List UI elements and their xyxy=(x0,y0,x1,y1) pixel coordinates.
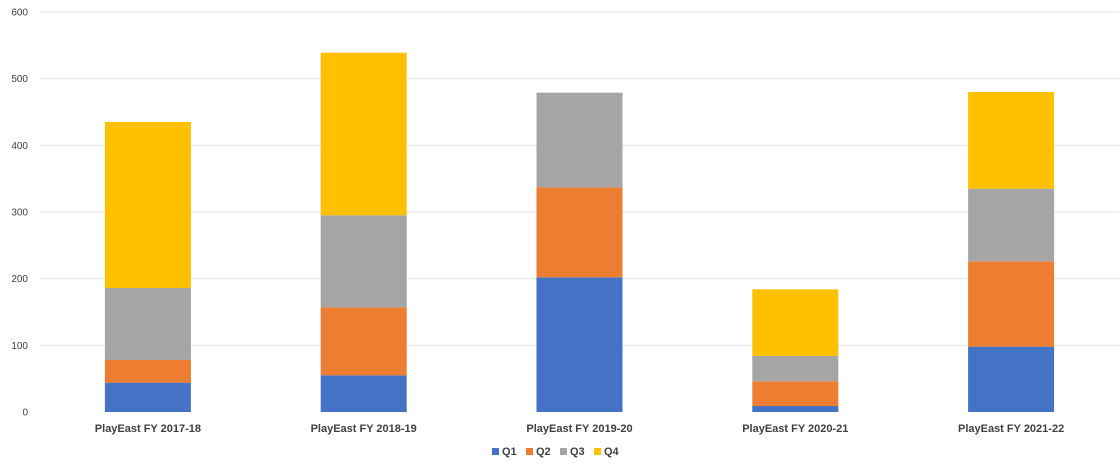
bar-segment-q1 xyxy=(752,406,839,412)
bar-segment-q3 xyxy=(752,356,839,382)
legend-item-q3: Q3 xyxy=(560,446,585,458)
bar-segment-q3 xyxy=(968,188,1055,262)
bar-segment-q4 xyxy=(968,92,1055,189)
y-tick-label: 500 xyxy=(11,74,28,85)
bar-segment-q1 xyxy=(536,277,623,412)
legend-item-q4: Q4 xyxy=(594,446,620,458)
bar-segment-q2 xyxy=(752,381,839,406)
bar-segment-q2 xyxy=(104,360,191,383)
x-category-label: PlayEast FY 2017-18 xyxy=(95,423,201,435)
legend-label: Q2 xyxy=(536,446,551,458)
bar-segment-q2 xyxy=(536,187,623,278)
bar-segment-q4 xyxy=(752,289,839,356)
bar-segment-q3 xyxy=(536,92,623,188)
legend: Q1 Q2 Q3 Q4 xyxy=(492,446,620,458)
bar-segment-q1 xyxy=(968,346,1055,412)
bar-segment-q1 xyxy=(104,382,191,412)
legend-label: Q1 xyxy=(502,446,517,458)
legend-item-q2: Q2 xyxy=(526,446,551,458)
y-tick-label: 400 xyxy=(11,141,28,152)
y-tick-label: 600 xyxy=(11,8,28,19)
legend-label: Q4 xyxy=(604,446,620,458)
y-tick-label: 100 xyxy=(11,341,28,352)
legend-label: Q3 xyxy=(570,446,585,458)
legend-swatch xyxy=(560,448,567,455)
y-tick-label: 200 xyxy=(11,274,28,285)
x-category-label: PlayEast FY 2018-19 xyxy=(311,423,417,435)
bar-segment-q1 xyxy=(320,375,407,412)
x-axis-labels: PlayEast FY 2017-18 PlayEast FY 2018-19 Pl… xyxy=(95,423,1064,435)
bar-segment-q3 xyxy=(320,215,407,308)
bar-segment-q4 xyxy=(104,122,191,288)
x-category-label: PlayEast FY 2021-22 xyxy=(958,423,1064,435)
bar-segment-q4 xyxy=(320,52,407,216)
bar-segment-q3 xyxy=(104,288,191,360)
legend-swatch xyxy=(526,448,533,455)
x-category-label: PlayEast FY 2019-20 xyxy=(526,423,632,435)
y-axis-ticks: 0 100 200 300 400 500 600 xyxy=(11,8,28,419)
x-category-label: PlayEast FY 2020-21 xyxy=(742,423,848,435)
bars xyxy=(104,52,1055,412)
y-tick-label: 300 xyxy=(11,208,28,219)
y-tick-label: 0 xyxy=(22,408,28,419)
legend-swatch xyxy=(492,448,499,455)
bar-segment-q2 xyxy=(320,307,407,376)
legend-item-q1: Q1 xyxy=(492,446,517,458)
bar-segment-q2 xyxy=(968,261,1055,347)
legend-swatch xyxy=(594,448,601,455)
